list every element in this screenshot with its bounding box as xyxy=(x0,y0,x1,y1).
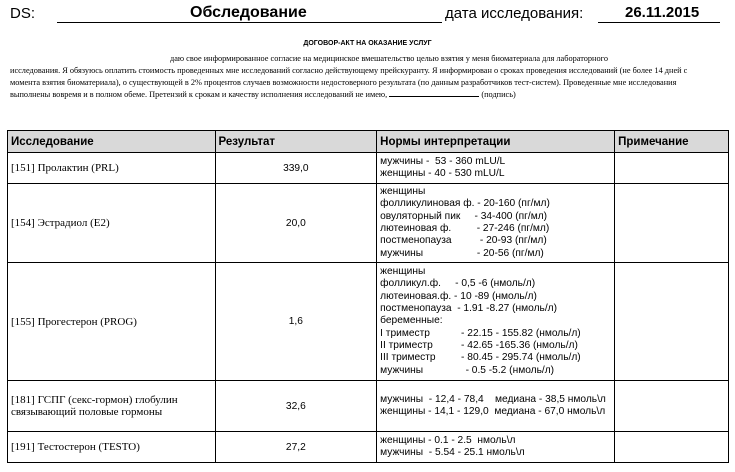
signature-line[interactable] xyxy=(389,96,480,97)
norm-line: мужчины - 5.54 - 25.1 нмоль\л xyxy=(380,447,525,458)
header-note: Примечание xyxy=(614,130,729,153)
study-name: [155] Прогестерон (PROG) xyxy=(7,262,216,381)
result-value: 27,2 xyxy=(214,431,378,463)
note-cell xyxy=(614,183,729,263)
norms-cell: женщины фолликул.ф. - 0,5 -6 (нмоль/л) лют… xyxy=(376,262,616,381)
contract-text: даю свое информированное согласие на мед… xyxy=(10,53,715,101)
norm-line: женщины xyxy=(380,266,426,278)
signature-label: (подпись) xyxy=(481,90,516,99)
note-cell xyxy=(614,262,729,381)
norm-line: мужчины - 0.5 -5.2 (нмоль/л) xyxy=(380,364,555,376)
norm-line: лютеиновая ф. - 27-246 (пг/мл) xyxy=(380,223,550,234)
table-row: [191] Тестостерон (TESTO) 27,2 женщины -… xyxy=(7,431,729,463)
norm-line: фолликул.ф. - 0,5 -6 (нмоль/л) xyxy=(380,278,536,290)
study-name: [181] ГСПГ (секс-гормон) глобулин связыв… xyxy=(7,380,216,432)
norm-line: мужчины - 20-56 (пг/мл) xyxy=(380,247,544,259)
result-value: 20,0 xyxy=(214,183,378,263)
norm-line: мужчины - 53 - 360 mLU/L xyxy=(380,155,506,167)
ds-label: DS: xyxy=(10,5,36,22)
study-name: [154] Эстрадиол (E2) xyxy=(7,183,216,263)
contract-title: ДОГОВОР-АКТ НА ОКАЗАНИЕ УСЛУГ xyxy=(303,40,432,47)
contract-paragraph-2: исследования. Я обязуюсь оплатить стоимо… xyxy=(10,66,688,99)
norms-cell: женщины фолликулиновая ф. - 20-160 (пг/мл… xyxy=(376,183,616,263)
norms-cell: женщины - 0.1 - 2.5 нмоль\л мужчины - 5.5… xyxy=(376,431,616,463)
norm-line: II триместр - 42.65 -165.36 (нмоль/л) xyxy=(380,339,578,351)
norm-line: овуляторный пик - 34-400 (пг/мл) xyxy=(380,210,548,222)
date-label: дата исследования: xyxy=(445,5,584,22)
header-result: Результат xyxy=(214,130,378,153)
norm-line: фолликулиновая ф. - 20-160 (пг/мл) xyxy=(380,198,550,210)
norm-line: постменопауза - 20-93 (пг/мл) xyxy=(380,235,547,247)
header-norms: Нормы интерпретации xyxy=(376,130,616,153)
note-cell xyxy=(614,431,729,463)
table-row: [154] Эстрадиол (E2) 20,0 женщины фоллику… xyxy=(7,183,729,263)
norms-cell: мужчины - 12,4 - 78,4 медиана - 38,5 нмо… xyxy=(376,380,616,432)
norm-line: лютеиновая.ф. - 10 -89 (нмоль/л) xyxy=(380,290,537,302)
norm-line: женщины - 14,1 - 129,0 медиана - 67,0 нм… xyxy=(380,406,606,417)
norms-cell: мужчины - 53 - 360 mLU/L женщины - 40 - 5… xyxy=(376,152,616,184)
norm-line: I триместр - 22.15 - 155.82 (нмоль/л) xyxy=(380,327,581,339)
result-value: 1,6 xyxy=(214,262,378,381)
norm-line: мужчины - 12,4 - 78,4 медиана - 38,5 нмо… xyxy=(380,393,606,405)
norm-line: III триместр - 80.45 - 295.74 (нмоль/л) xyxy=(380,352,581,364)
study-name: [151] Пролактин (PRL) xyxy=(7,152,216,184)
norm-line: женщины xyxy=(380,186,426,198)
norm-line: беременные: xyxy=(380,315,443,327)
norm-line: постменопауза - 1.91 -8.27 (нмоль/л) xyxy=(380,303,558,315)
table-row: [155] Прогестерон (PROG) 1,6 женщины фолл… xyxy=(7,262,729,381)
results-table: Исследование Результат Нормы интерпретац… xyxy=(7,130,729,463)
note-cell xyxy=(614,152,729,184)
note-cell xyxy=(614,380,729,432)
date-value: 26.11.2015 xyxy=(625,4,700,21)
table-row: [151] Пролактин (PRL) 339,0 мужчины - 53… xyxy=(7,152,729,184)
study-name: [191] Тестостерон (TESTO) xyxy=(7,431,216,463)
contract-paragraph-1: даю свое информированное согласие на мед… xyxy=(170,54,608,63)
header-study: Исследование xyxy=(7,130,216,153)
table-row: [181] ГСПГ (секс-гормон) глобулин связыв… xyxy=(7,380,729,432)
norm-line: женщины - 40 - 530 mLU/L xyxy=(380,168,505,179)
page-title: Обследование xyxy=(190,4,307,21)
norm-line: женщины - 0.1 - 2.5 нмоль\л xyxy=(380,434,516,446)
result-value: 32,6 xyxy=(214,380,378,432)
result-value: 339,0 xyxy=(214,152,378,184)
table-header: Исследование Результат Нормы интерпретац… xyxy=(7,130,729,153)
